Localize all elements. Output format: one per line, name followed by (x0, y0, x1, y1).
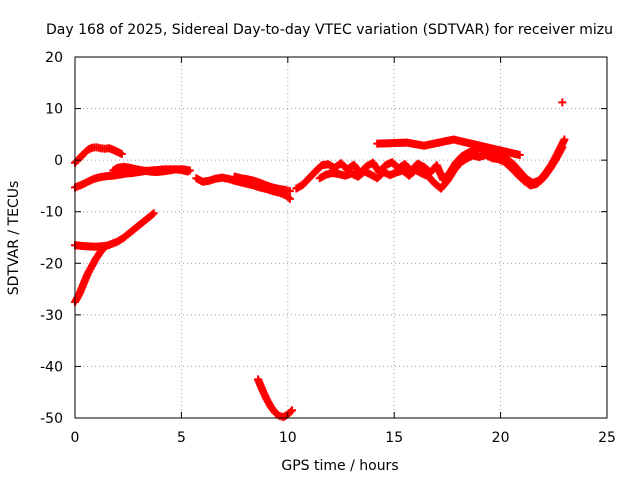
data-point-fill (182, 167, 191, 176)
data-point-fill (514, 150, 523, 159)
data-point-fill (268, 405, 277, 414)
data-point-fill (285, 409, 294, 418)
y-tick-label: 20 (45, 50, 63, 66)
data-point-fill (272, 409, 281, 418)
x-tick-label: 20 (492, 430, 510, 446)
y-tick-label: 10 (45, 102, 63, 118)
data-point-fill (148, 210, 157, 219)
data-point-fill (146, 211, 155, 220)
data-point-fill (98, 245, 107, 254)
x-tick-label: 0 (71, 430, 80, 446)
x-tick-label: 25 (598, 430, 616, 446)
x-tick-label: 15 (385, 430, 403, 446)
data-point (558, 98, 567, 107)
data-point-fill (283, 186, 292, 195)
data-point-fill (116, 149, 125, 158)
grid (75, 57, 607, 418)
data-point-fill (559, 136, 568, 145)
y-tick-label: 0 (54, 153, 63, 169)
data-point-fill (284, 193, 293, 202)
data-point-fill (315, 163, 324, 172)
data-point-fill (99, 244, 108, 253)
x-tick-label: 10 (279, 430, 297, 446)
x-axis-label: GPS time / hours (281, 458, 398, 474)
data-point-fill (80, 148, 89, 157)
axis-ticks: 0 5 10 15 20 25 -50 -40 -30 -20 -10 0 10 20 (40, 50, 616, 446)
data-point-fill (557, 144, 566, 153)
y-tick-label: -30 (40, 308, 63, 324)
data-points (71, 98, 569, 421)
data-point-fill (72, 157, 81, 166)
y-tick-label: -20 (40, 256, 63, 272)
y-tick-label: -10 (40, 205, 63, 221)
x-tick-label: 5 (177, 430, 186, 446)
y-tick-label: -50 (40, 411, 63, 427)
y-axis-label: SDTVAR / TECUs (6, 181, 22, 296)
plot-frame (74, 56, 608, 419)
y-tick-label: -40 (40, 359, 63, 375)
chart-title: Day 168 of 2025, Sidereal Day-to-day VTE… (46, 22, 613, 38)
data-point-fill (286, 407, 295, 416)
